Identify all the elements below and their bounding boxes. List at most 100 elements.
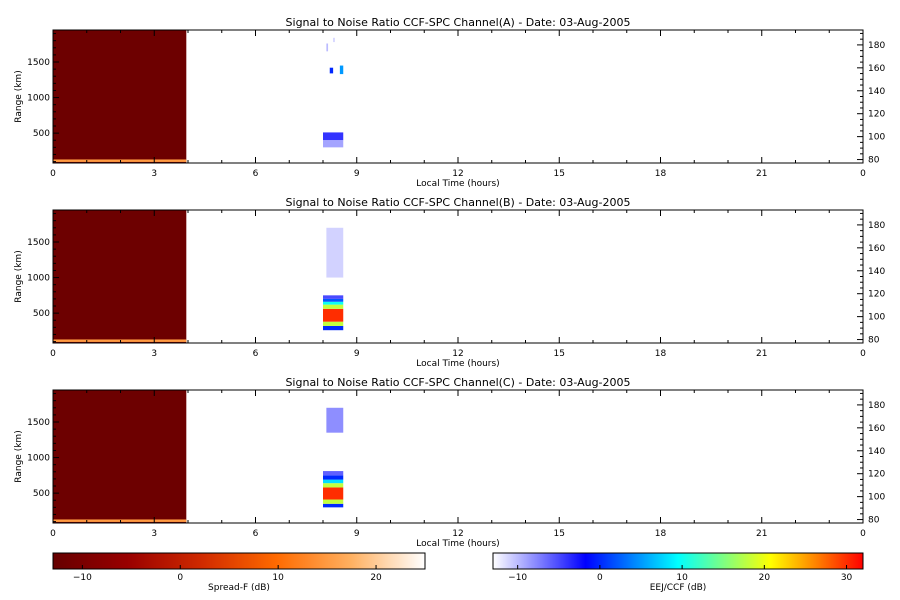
y-tick-label: 500 (33, 489, 50, 499)
x-tick-label: 21 (756, 349, 767, 359)
x-tick-label: 9 (354, 349, 360, 359)
x-tick-label: 0 (50, 529, 56, 539)
echo-cell (326, 407, 344, 433)
panel-title: Signal to Noise Ratio CCF-SPC Channel(B)… (286, 196, 631, 209)
right-y-tick-label: 140 (868, 87, 885, 97)
spread-f-block (53, 390, 187, 523)
right-y-tick-label: 140 (868, 447, 885, 457)
right-y-tick-label: 100 (868, 313, 885, 323)
echo-cell (323, 483, 344, 488)
colorbar-tick-label: 20 (370, 573, 382, 583)
right-y-tick-label: 80 (868, 156, 880, 166)
y-tick-label: 1000 (27, 94, 50, 104)
x-tick-label: 15 (554, 169, 565, 179)
x-tick-label: 0 (860, 529, 866, 539)
x-tick-label: 0 (50, 349, 56, 359)
right-y-tick-label: 120 (868, 470, 885, 480)
right-y-tick-label: 160 (868, 64, 885, 74)
right-y-tick-label: 120 (868, 290, 885, 300)
x-tick-label: 9 (354, 529, 360, 539)
y-axis-label: Range (km) (14, 430, 24, 482)
right-y-tick-label: 160 (868, 424, 885, 434)
colorbar-tick-label: −10 (508, 573, 527, 583)
x-axis-label: Local Time (hours) (416, 179, 499, 189)
y-tick-label: 1000 (27, 274, 50, 284)
colorbar-tick-label: 30 (841, 573, 853, 583)
echo-cell (323, 132, 344, 141)
y-axis-label: Range (km) (14, 250, 24, 302)
echo-cell (333, 37, 335, 43)
colorbar-tick-label: −10 (73, 573, 92, 583)
panel-b: Signal to Noise Ratio CCF-SPC Channel(B)… (14, 196, 885, 369)
echo-cell (323, 304, 344, 309)
right-y-tick-label: 180 (868, 221, 885, 231)
spread-f-echo-band (53, 339, 187, 342)
echo-cell (329, 67, 334, 74)
x-tick-label: 9 (354, 169, 360, 179)
right-y-tick-label: 80 (868, 336, 880, 346)
x-tick-label: 21 (756, 529, 767, 539)
echo-cell (323, 298, 344, 302)
right-y-tick-label: 120 (868, 110, 885, 120)
echo-cell (326, 227, 344, 278)
y-tick-label: 1000 (27, 454, 50, 464)
right-y-tick-label: 180 (868, 41, 885, 51)
colorbar-tick-label: 0 (177, 573, 183, 583)
x-axis-label: Local Time (hours) (416, 539, 499, 549)
x-tick-label: 6 (253, 169, 259, 179)
panel-a: Signal to Noise Ratio CCF-SPC Channel(A)… (14, 16, 885, 189)
spread-f-echo-band (53, 519, 187, 522)
echo-cell (323, 308, 344, 322)
panel-title: Signal to Noise Ratio CCF-SPC Channel(C)… (285, 376, 630, 389)
colorbar-tick-label: 10 (676, 573, 688, 583)
spread-f-block (53, 210, 187, 343)
right-y-tick-label: 100 (868, 493, 885, 503)
eej-ccf-colorbar: −10 0 10 20 30 EEJ/CCF (dB) (492, 552, 864, 593)
echo-cell (323, 471, 344, 476)
x-tick-label: 12 (452, 529, 463, 539)
echo-cell (323, 503, 344, 508)
colorbar-label: EEJ/CCF (dB) (650, 583, 707, 593)
spread-f-block (53, 30, 187, 163)
echo-cell (323, 487, 344, 500)
echo-cell (323, 325, 344, 331)
echo-cell (323, 479, 344, 484)
echo-cell (323, 140, 344, 148)
y-axis-label: Range (km) (14, 70, 24, 122)
y-tick-label: 1500 (27, 58, 50, 68)
x-tick-label: 0 (50, 169, 56, 179)
y-tick-label: 500 (33, 129, 50, 139)
echo-cell (339, 65, 344, 75)
colorbar-tick-label: 0 (597, 573, 603, 583)
right-y-tick-label: 160 (868, 244, 885, 254)
echo-cell (323, 295, 344, 299)
y-tick-label: 500 (33, 309, 50, 319)
y-tick-label: 1500 (27, 238, 50, 248)
x-tick-label: 15 (554, 349, 565, 359)
colorbar-tick-label: 20 (759, 573, 771, 583)
x-tick-label: 6 (253, 529, 259, 539)
spread-f-colorbar: −10 0 10 20 Spread-F (dB) (52, 552, 426, 593)
x-axis-label: Local Time (hours) (416, 359, 499, 369)
x-tick-label: 3 (151, 529, 157, 539)
echo-cell (326, 43, 329, 52)
x-tick-label: 18 (655, 529, 667, 539)
x-tick-label: 6 (253, 349, 259, 359)
right-y-tick-label: 100 (868, 133, 885, 143)
echo-cell (323, 301, 344, 305)
panel-c: Signal to Noise Ratio CCF-SPC Channel(C)… (14, 376, 885, 549)
x-tick-label: 15 (554, 529, 565, 539)
spread-f-echo-band (53, 159, 187, 162)
colorbar-strip (492, 552, 864, 570)
x-tick-label: 12 (452, 169, 463, 179)
x-tick-label: 3 (151, 349, 157, 359)
echo-cell (323, 321, 344, 326)
y-tick-label: 1500 (27, 418, 50, 428)
x-tick-label: 21 (756, 169, 767, 179)
x-tick-label: 0 (860, 169, 866, 179)
echo-cell (323, 475, 344, 480)
echo-cell (323, 499, 344, 504)
panel-title: Signal to Noise Ratio CCF-SPC Channel(A)… (286, 16, 631, 29)
x-tick-label: 18 (655, 349, 667, 359)
